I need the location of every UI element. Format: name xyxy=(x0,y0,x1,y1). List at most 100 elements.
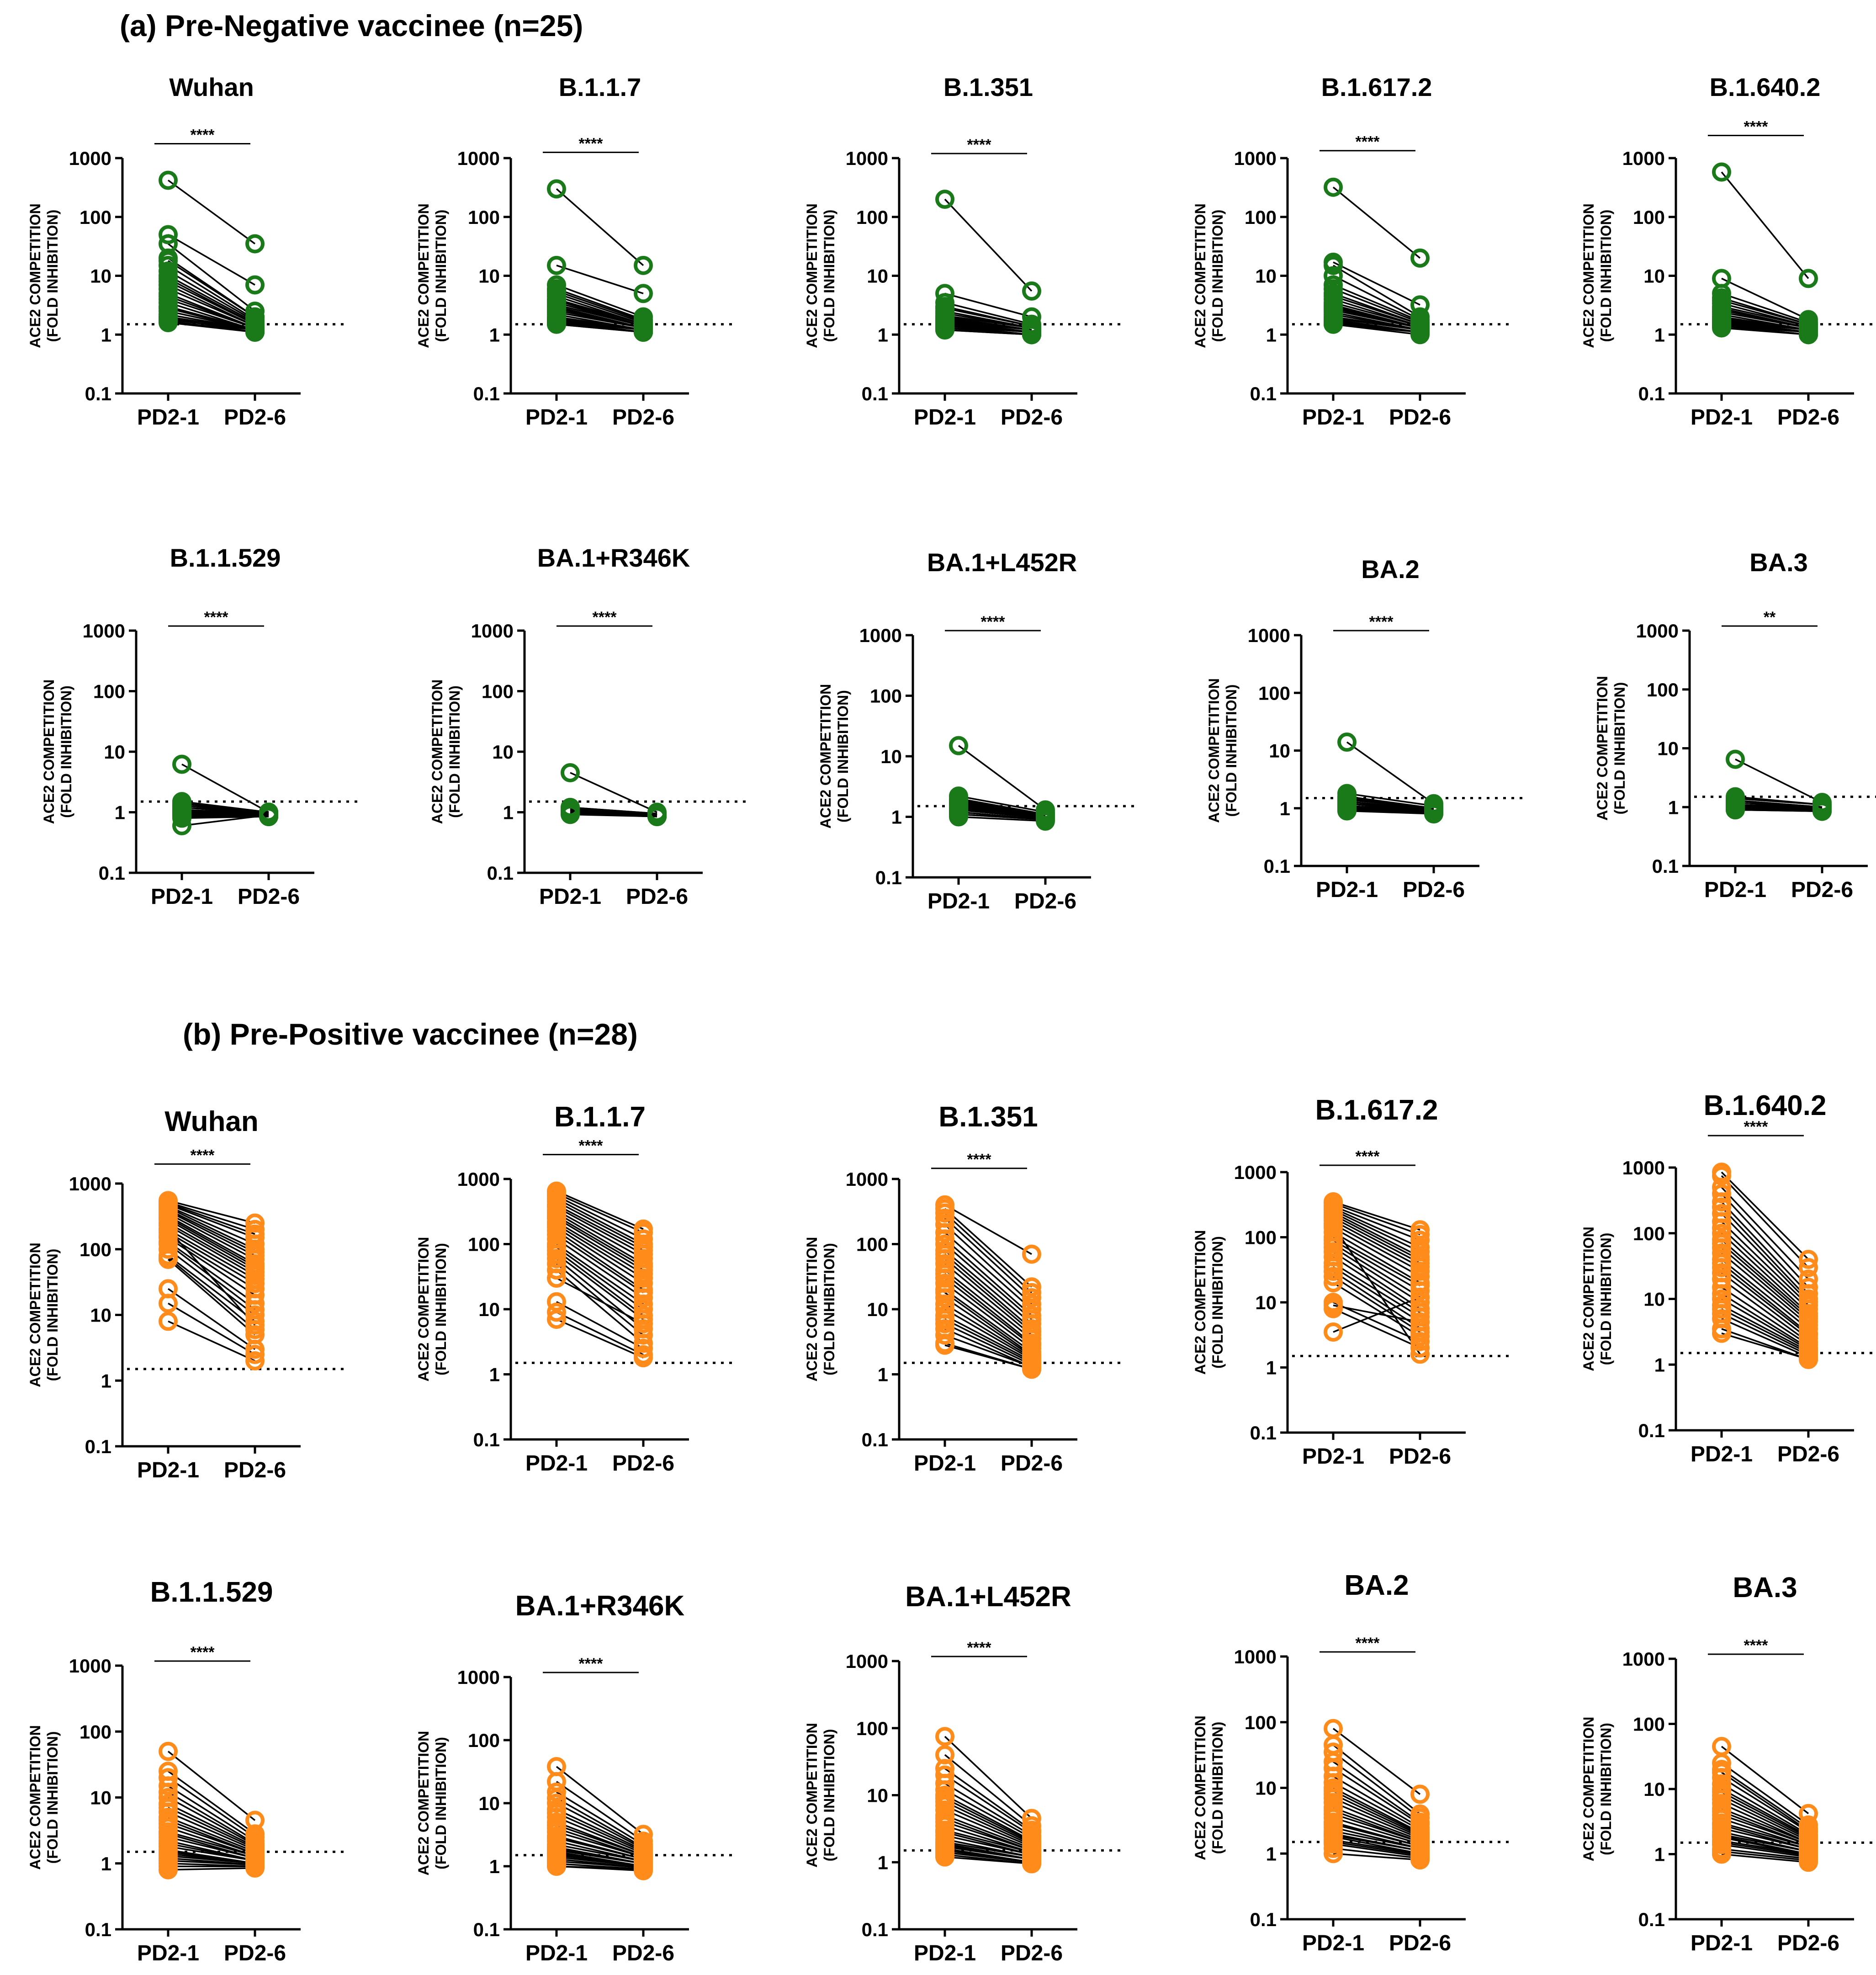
y-axis-label-line2: (FOLD INHIBITION) xyxy=(433,1737,449,1869)
pair-line xyxy=(556,265,644,294)
y-axis-label-line2: (FOLD INHIBITION) xyxy=(433,210,449,342)
pair-line xyxy=(556,1791,644,1846)
y-tick-label: 10 xyxy=(478,265,500,287)
pair-line xyxy=(1721,1798,1809,1842)
pair-line xyxy=(1721,1267,1809,1336)
y-axis-label: ACE2 COMPETITION(FOLD INHIBITION) xyxy=(27,1725,61,1869)
pair-line xyxy=(1333,1813,1420,1843)
point-pd2-1 xyxy=(172,754,191,774)
pair-line xyxy=(944,1238,1033,1317)
y-tick-label: 100 xyxy=(79,1721,111,1742)
pair-line xyxy=(168,322,255,333)
pair-line xyxy=(168,1785,255,1842)
y-tick-label: 1000 xyxy=(846,1168,888,1190)
point-pd2-1 xyxy=(159,313,178,332)
pair-line xyxy=(1333,1211,1420,1258)
pair-line xyxy=(556,1311,644,1356)
pair-line xyxy=(570,813,657,818)
pair-line xyxy=(1721,1808,1809,1844)
pair-line xyxy=(556,1269,644,1344)
y-tick-label: 0.1 xyxy=(85,1919,111,1940)
x-tick-label: PD2-1 xyxy=(1691,405,1753,430)
y-tick-label: 0.1 xyxy=(862,383,888,404)
point-pd2-6 xyxy=(634,1348,653,1368)
point-pd2-1 xyxy=(1324,1273,1343,1293)
point-pd2-6 xyxy=(245,234,265,254)
y-axis-label-line2: (FOLD INHIBITION) xyxy=(821,1243,837,1375)
y-tick-label: 1 xyxy=(503,802,514,823)
significance-label: **** xyxy=(1356,1148,1380,1165)
pair-line xyxy=(944,1269,1033,1340)
pair-line xyxy=(556,290,644,322)
point-pd2-1 xyxy=(561,763,580,782)
y-tick-label: 10 xyxy=(1255,1778,1277,1799)
point-pd2-6 xyxy=(245,1315,265,1335)
significance-label: **** xyxy=(1744,1637,1769,1654)
pair-line xyxy=(1721,1794,1809,1840)
y-axis-label: ACE2 COMPETITION(FOLD INHIBITION) xyxy=(817,684,851,828)
point-pd2-1 xyxy=(1726,749,1745,769)
y-tick-label: 0.1 xyxy=(85,383,111,404)
pair-line xyxy=(1721,1312,1809,1356)
pair-line xyxy=(944,1835,1032,1856)
panel-negative-1: B.1.1.7 0.1 1 10 100 1000 PD2-1 PD2-6 ACE2 COMPE… xyxy=(415,73,732,430)
pair-line xyxy=(556,1766,644,1835)
pair-line xyxy=(1333,1239,1420,1292)
y-tick-label: 1 xyxy=(891,807,902,828)
pair-line xyxy=(168,265,255,320)
significance-label: **** xyxy=(967,136,992,154)
point-pd2-1 xyxy=(159,170,178,190)
point-pd2-1 xyxy=(935,1325,954,1345)
y-tick-label: 1 xyxy=(1654,1844,1665,1865)
y-tick-label: 100 xyxy=(1633,1714,1665,1735)
y-tick-label: 1 xyxy=(115,802,125,823)
y-tick-label: 1000 xyxy=(69,1173,111,1195)
pair-line xyxy=(944,1273,1033,1344)
x-tick-label: PD2-1 xyxy=(525,405,588,430)
pair-line xyxy=(1721,1783,1809,1836)
pair-line xyxy=(168,281,255,325)
y-tick-label: 0.1 xyxy=(875,867,902,888)
x-tick-label: PD2-6 xyxy=(1389,405,1451,430)
pair-line xyxy=(570,772,657,813)
x-tick-label: PD2-6 xyxy=(224,1458,286,1482)
point-pd2-1 xyxy=(1712,1184,1731,1204)
pair-line xyxy=(944,1797,1032,1843)
significance-label: **** xyxy=(191,127,215,144)
pair-line xyxy=(1721,1833,1809,1853)
significance-label: **** xyxy=(967,1639,992,1656)
y-axis-label: ACE2 COMPETITION(FOLD INHIBITION) xyxy=(429,680,463,824)
x-tick-label: PD2-6 xyxy=(612,1451,674,1476)
point-pd2-1 xyxy=(1337,733,1357,752)
x-tick-label: PD2-1 xyxy=(137,1458,199,1482)
x-tick-label: PD2-1 xyxy=(927,889,990,913)
point-pd2-1 xyxy=(172,808,191,828)
pair-line xyxy=(1721,1293,1809,1349)
y-axis-label-line1: ACE2 COMPETITION xyxy=(429,680,445,824)
pair-line xyxy=(1333,1209,1420,1253)
pair-line xyxy=(1721,1187,1809,1280)
point-pd2-6 xyxy=(1410,1338,1430,1358)
y-axis-label-line1: ACE2 COMPETITION xyxy=(1206,678,1222,823)
point-pd2-1 xyxy=(935,1335,954,1355)
y-tick-label: 1 xyxy=(1668,796,1679,818)
y-axis-label-line2: (FOLD INHIBITION) xyxy=(446,685,463,818)
pair-line xyxy=(944,1856,1032,1865)
pair-line xyxy=(1333,1775,1420,1828)
pair-line xyxy=(1333,261,1420,306)
pair-line xyxy=(1333,288,1420,324)
x-tick-label: PD2-6 xyxy=(1001,405,1063,430)
pair-line xyxy=(168,1777,255,1838)
pair-line xyxy=(556,1849,644,1865)
x-tick-label: PD2-6 xyxy=(1403,878,1465,902)
y-tick-label: 1000 xyxy=(69,1655,111,1677)
panel-negative-9: BA.3 0.1 1 10 100 1000 PD2-1 PD2-6 ACE2 COMPETIT… xyxy=(1594,548,1876,902)
pair-line xyxy=(1333,1242,1420,1298)
pair-line xyxy=(958,745,1046,811)
panel-title: BA.1+R346K xyxy=(515,1590,685,1622)
pair-line xyxy=(944,1253,1033,1330)
y-tick-label: 1 xyxy=(1654,1354,1665,1375)
significance-label: **** xyxy=(1744,1118,1769,1136)
pair-line xyxy=(1721,1840,1809,1855)
